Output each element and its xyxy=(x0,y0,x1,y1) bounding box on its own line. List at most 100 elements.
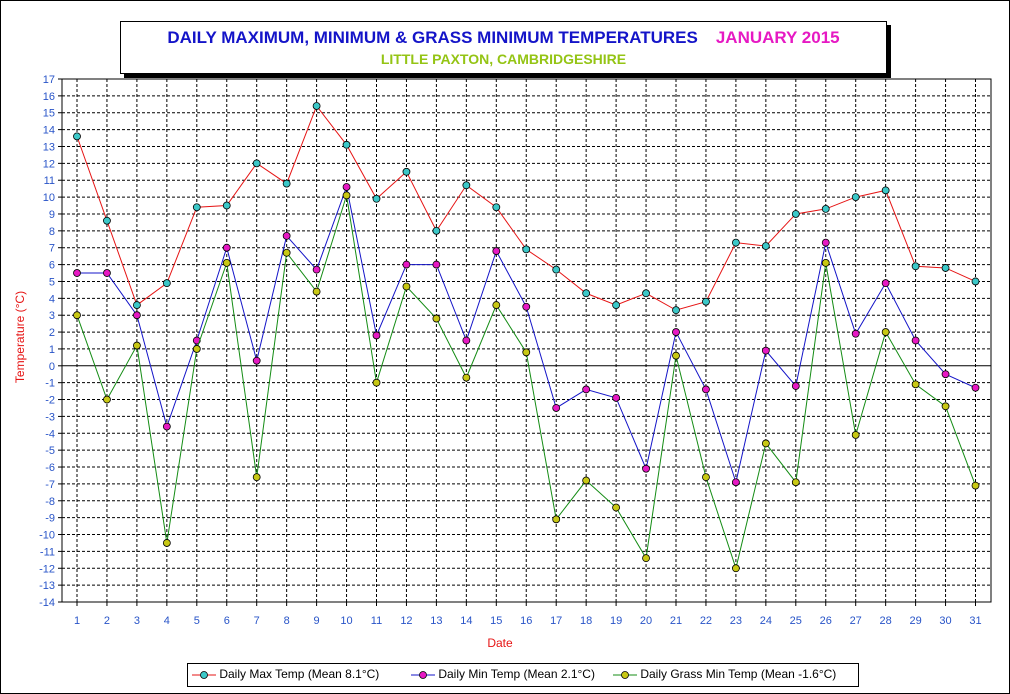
data-point-0 xyxy=(911,262,920,271)
data-point-0 xyxy=(881,186,890,195)
data-point-1 xyxy=(73,269,81,277)
x-tick-label: 18 xyxy=(580,615,592,627)
legend-label-min: Daily Min Temp (Mean 2.1°C) xyxy=(438,667,595,681)
data-point-0 xyxy=(372,194,381,203)
data-point-1 xyxy=(372,331,381,340)
data-point-0 xyxy=(702,297,710,306)
data-point-0 xyxy=(971,277,980,286)
y-tick-label: -4 xyxy=(45,428,55,440)
legend-item-grass: Daily Grass Min Temp (Mean -1.6°C) xyxy=(613,667,836,681)
x-tick-label: 7 xyxy=(254,615,260,627)
data-point-1 xyxy=(192,336,201,345)
data-point-1 xyxy=(941,370,950,379)
y-tick-label: 14 xyxy=(43,125,55,137)
data-point-1 xyxy=(732,478,740,487)
y-tick-label: -3 xyxy=(45,411,55,423)
data-point-2 xyxy=(342,191,351,200)
x-tick-label: 1 xyxy=(74,615,80,627)
y-tick-label: -8 xyxy=(45,496,55,508)
data-point-2 xyxy=(612,503,620,512)
y-tick-label: -10 xyxy=(39,530,55,542)
data-point-2 xyxy=(522,348,531,357)
data-point-2 xyxy=(672,351,680,360)
data-point-1 xyxy=(881,279,890,288)
y-tick-label: 3 xyxy=(49,310,55,322)
y-axis-label: Temperature (°C) xyxy=(13,290,27,384)
data-point-2 xyxy=(971,481,980,490)
y-tick-label: 4 xyxy=(49,293,55,305)
data-point-0 xyxy=(522,245,531,254)
data-point-1 xyxy=(971,383,980,392)
y-tick-label: -6 xyxy=(45,462,55,474)
x-tick-label: 11 xyxy=(371,615,382,627)
x-tick-label: 3 xyxy=(134,615,140,627)
chart-title-month: JANUARY 2015 xyxy=(715,28,840,47)
data-point-1 xyxy=(791,382,800,390)
data-point-2 xyxy=(911,380,920,389)
y-tick-label: 10 xyxy=(43,192,55,204)
legend-swatch-max xyxy=(192,670,216,679)
chart-title-main: DAILY MAXIMUM, MINIMUM & GRASS MINIMUM T… xyxy=(167,28,698,47)
data-point-2 xyxy=(851,431,860,439)
data-point-1 xyxy=(821,238,830,247)
legend-swatch-min xyxy=(411,670,435,679)
data-point-1 xyxy=(312,265,321,274)
data-point-2 xyxy=(252,473,261,482)
y-tick-label: 5 xyxy=(49,276,55,288)
data-point-1 xyxy=(761,346,770,355)
x-tick-label: 15 xyxy=(490,615,502,627)
data-point-0 xyxy=(672,306,680,315)
data-point-0 xyxy=(642,289,650,298)
data-point-0 xyxy=(612,301,620,309)
chart-subtitle: LITTLE PAXTON, CAMBRIDGESHIRE xyxy=(380,51,627,67)
x-tick-label: 17 xyxy=(550,615,562,627)
data-point-2 xyxy=(73,311,81,320)
data-point-1 xyxy=(672,328,680,336)
x-tick-label: 2 xyxy=(104,615,110,627)
y-tick-label: -11 xyxy=(40,546,55,558)
x-tick-label: 14 xyxy=(460,615,472,627)
data-point-1 xyxy=(432,260,441,269)
plot-area-border xyxy=(61,78,992,603)
data-point-0 xyxy=(312,102,321,110)
data-point-1 xyxy=(282,231,291,240)
data-point-2 xyxy=(552,515,561,524)
y-tick-label: -12 xyxy=(39,563,55,575)
data-point-2 xyxy=(222,258,231,267)
data-point-0 xyxy=(851,193,860,201)
data-point-1 xyxy=(222,243,231,252)
data-point-1 xyxy=(552,404,561,412)
x-tick-label: 12 xyxy=(400,615,412,627)
y-tick-label: 12 xyxy=(43,158,55,170)
data-point-1 xyxy=(402,260,411,269)
y-tick-label: -9 xyxy=(45,513,55,525)
data-point-0 xyxy=(552,265,561,274)
data-point-0 xyxy=(103,216,111,225)
y-tick-label: 8 xyxy=(49,226,55,238)
x-tick-label: 6 xyxy=(224,615,230,627)
data-point-1 xyxy=(851,329,860,338)
x-tick-label: 10 xyxy=(340,615,352,627)
data-point-2 xyxy=(462,373,471,382)
data-point-1 xyxy=(162,422,171,431)
data-point-2 xyxy=(492,301,501,309)
data-point-1 xyxy=(252,356,261,365)
data-point-2 xyxy=(881,328,890,336)
y-tick-label: 7 xyxy=(49,243,55,255)
x-tick-label: 5 xyxy=(194,615,200,627)
data-point-0 xyxy=(342,140,351,149)
data-point-2 xyxy=(162,539,171,547)
data-point-2 xyxy=(432,314,441,323)
data-point-0 xyxy=(282,179,291,188)
data-point-2 xyxy=(941,402,950,411)
x-tick-label: 4 xyxy=(164,615,170,627)
data-point-2 xyxy=(702,473,710,482)
data-point-0 xyxy=(941,264,950,272)
y-tick-label: 11 xyxy=(44,175,55,187)
y-tick-label: 13 xyxy=(43,141,55,153)
x-tick-label: 30 xyxy=(939,615,951,627)
data-point-0 xyxy=(791,210,800,218)
y-tick-label: -7 xyxy=(45,479,55,491)
x-tick-label: 9 xyxy=(314,615,320,627)
